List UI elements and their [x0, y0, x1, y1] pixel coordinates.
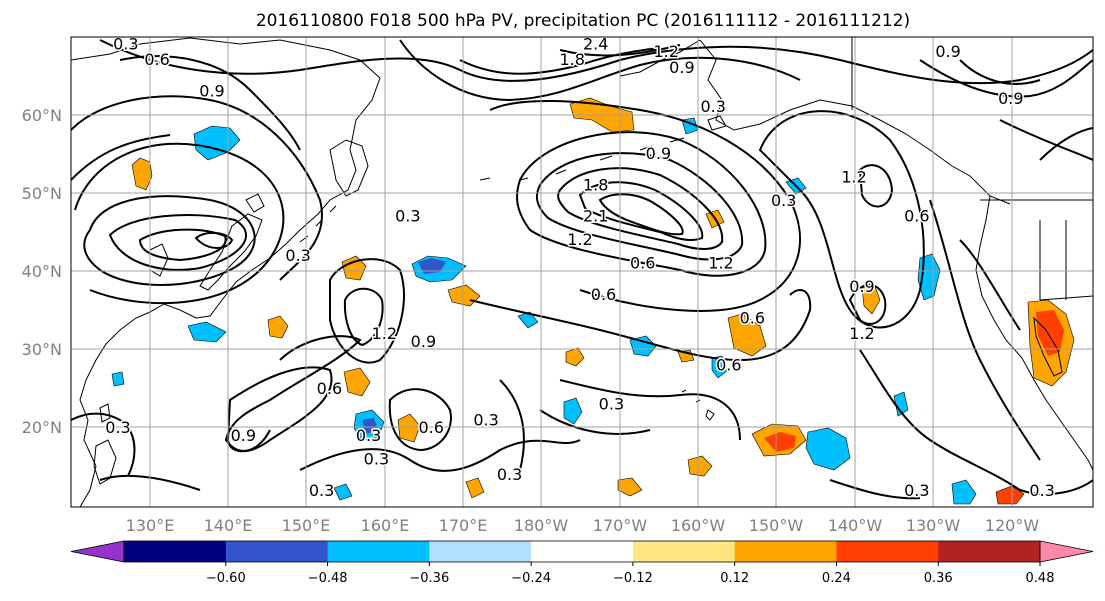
pv-contour-label: 0.3 — [309, 481, 334, 500]
pv-contour-label: 0.3 — [105, 418, 130, 437]
lon-label: 150°E — [282, 516, 331, 535]
colorbar-tick-label: −0.60 — [206, 571, 246, 586]
colorbar-segment — [836, 541, 939, 562]
pv-contour-label: 0.9 — [935, 42, 960, 61]
colorbar-tick-label: −0.48 — [308, 571, 348, 586]
colorbar-segment — [632, 541, 736, 562]
pv-contour-label: 0.9 — [998, 89, 1023, 108]
lon-label: 140°W — [828, 516, 883, 535]
pv-contour-label: 0.6 — [740, 309, 765, 328]
pv-contour-label: 0.3 — [285, 246, 310, 265]
colorbar-tick-label: −0.36 — [409, 571, 449, 586]
pv-contour-label: 0.3 — [473, 410, 498, 429]
lon-label: 130°E — [126, 516, 175, 535]
colorbar-segment — [225, 541, 329, 562]
pv-contour-label: 0.6 — [144, 50, 169, 69]
colorbar-tick-label: −0.12 — [613, 571, 653, 586]
pv-contour-label: 2.1 — [583, 207, 608, 226]
colorbar-segment — [327, 541, 430, 562]
pv-contour-label: 0.3 — [356, 426, 381, 445]
pv-contour-labels: 0.30.60.90.30.31.2 0.90.60.9 0.30.30.30.30… — [104, 34, 1057, 501]
pv-contour-label: 1.2 — [372, 324, 397, 343]
pv-contour-label: 0.6 — [630, 254, 655, 273]
pv-contour-label: 0.3 — [364, 450, 389, 469]
pv-contour-label: 0.3 — [1029, 481, 1054, 500]
lon-label: 170°E — [439, 516, 488, 535]
pv-contour-label: 0.9 — [411, 332, 436, 351]
lon-label: 150°W — [749, 516, 804, 535]
lon-label: 160°W — [671, 516, 726, 535]
pv-contour-label: 0.3 — [904, 481, 929, 500]
pv-contour-label: 0.6 — [904, 207, 929, 226]
lon-label: 180°W — [514, 516, 569, 535]
pv-contour-label: 0.6 — [591, 285, 616, 304]
colorbar-tick-label: 0.48 — [1026, 571, 1055, 586]
pv-contour-label: 1.2 — [708, 254, 733, 273]
colorbar-segment — [734, 541, 837, 562]
lat-label: 60°N — [22, 106, 62, 125]
colorbar-segment — [429, 541, 532, 562]
pv-contour-label: 1.8 — [583, 175, 608, 194]
pv-contour-label: 1.8 — [559, 50, 584, 69]
pv-contour-label: 0.9 — [669, 58, 694, 77]
colorbar-tick-label: −0.24 — [511, 571, 551, 586]
lat-label: 20°N — [22, 418, 62, 437]
pv-contour-label: 1.2 — [653, 42, 678, 61]
pv-contour-label: 1.2 — [567, 230, 592, 249]
pv-contour-label: 0.6 — [317, 379, 342, 398]
colorbar-segment — [124, 541, 227, 562]
graticule — [71, 37, 1093, 507]
pv-contour-label: 0.9 — [199, 81, 224, 100]
colorbar-segment — [70, 540, 125, 563]
pv-contour-label: 0.9 — [849, 277, 874, 296]
pv-contour-label: 0.9 — [646, 144, 671, 163]
pv-contour-label: 0.3 — [497, 465, 522, 484]
lat-label: 30°N — [22, 340, 62, 359]
colorbar: −0.60 −0.48 −0.36 −0.24 −0.12 0.12 0.24 0.36 0.4… — [70, 540, 1094, 586]
pv-contour-label: 0.6 — [716, 356, 741, 375]
pv-contour-label: 0.9 — [231, 426, 256, 445]
colorbar-tick-label: 0.36 — [924, 571, 953, 586]
pv-contour-label: 2.4 — [583, 34, 608, 53]
colorbar-segment — [531, 541, 634, 562]
pv-contour-label: 0.3 — [700, 97, 725, 116]
colorbar-tick-label: 0.12 — [720, 571, 749, 586]
lat-label: 40°N — [22, 262, 62, 281]
figure-title: 2016110800 F018 500 hPa PV, precipitatio… — [256, 11, 910, 31]
pv-contour-label: 1.2 — [849, 324, 874, 343]
colorbar-segment — [938, 541, 1041, 562]
lat-label: 50°N — [22, 184, 62, 203]
longitude-labels: 130°E 140°E 150°E 160°E 170°E 180°W 170°… — [126, 516, 1040, 535]
pv-contour-label: 1.2 — [841, 168, 866, 187]
pv-contour-label: 0.3 — [599, 395, 624, 414]
lon-label: 170°W — [593, 516, 648, 535]
lon-label: 140°E — [204, 516, 253, 535]
lon-label: 130°W — [906, 516, 961, 535]
latitude-labels: 20°N 30°N 40°N 50°N 60°N — [22, 106, 62, 437]
pv-contour-label: 0.6 — [418, 418, 443, 437]
lon-label: 160°E — [361, 516, 410, 535]
colorbar-segment — [1039, 540, 1094, 563]
map-panel: 0.30.60.90.30.31.2 0.90.60.9 0.30.30.30.30… — [70, 34, 1094, 508]
colorbar-tick-label: 0.24 — [822, 571, 851, 586]
pv-contour-label: 0.3 — [771, 191, 796, 210]
lon-label: 120°W — [985, 516, 1040, 535]
pv-contour-label: 0.3 — [395, 207, 420, 226]
pv-contour-label: 0.3 — [113, 34, 138, 53]
